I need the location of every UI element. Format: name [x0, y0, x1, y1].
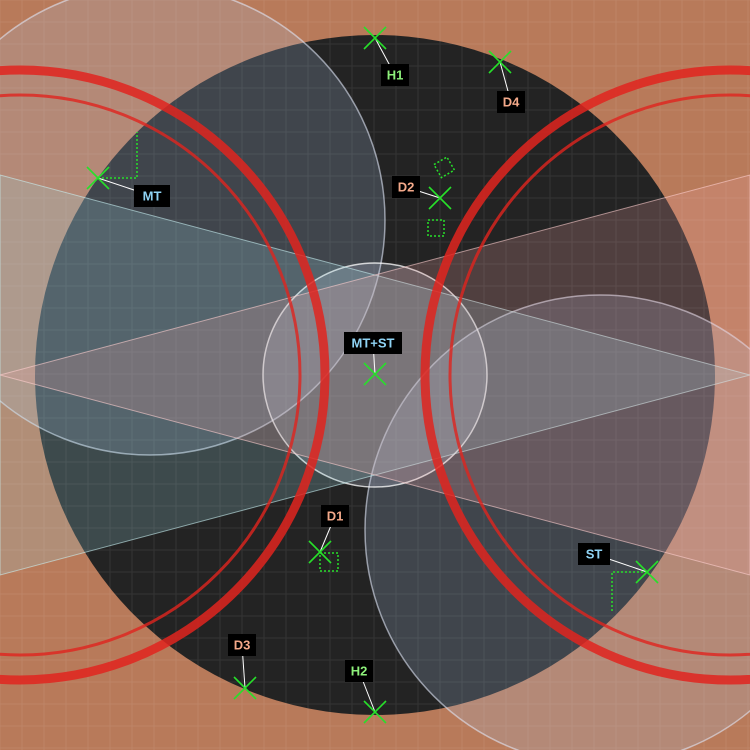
x-mark-icon [308, 540, 332, 564]
x-mark-icon [363, 700, 387, 724]
marker-label-text: D3 [234, 638, 251, 653]
marker-label-box [345, 660, 373, 682]
marker-label-box [578, 543, 610, 565]
marker-label-box [321, 505, 349, 527]
danger-ring-left-inner [0, 93, 302, 657]
marker-d4: D4 [488, 50, 525, 113]
markers-layer: H1 D4 MT D2 MT+ST D1 ST D3 H2 [86, 26, 659, 724]
marker-label-text: H2 [351, 664, 368, 679]
marker-label-text: D4 [503, 95, 520, 110]
x-mark-icon [428, 186, 452, 210]
danger-ring-right-outer [420, 65, 750, 685]
marker-h2: H2 [345, 660, 387, 724]
marker-label-text: MT+ST [352, 336, 395, 351]
marker-label-text: H1 [387, 68, 404, 83]
marker-st: ST [578, 543, 659, 584]
marker-label-box [497, 91, 525, 113]
x-mark-icon [635, 560, 659, 584]
marker-label-box [381, 64, 409, 86]
marker-label-box [228, 634, 256, 656]
x-mark-icon [233, 676, 257, 700]
marker-mtst: MT+ST [344, 332, 402, 386]
x-mark-icon [488, 50, 512, 74]
marker-label-box [134, 185, 170, 207]
x-mark-icon [86, 166, 110, 190]
puddle-d2-upper [432, 156, 456, 179]
marker-label-text: D2 [398, 180, 415, 195]
marker-label-box [392, 176, 420, 198]
puddle-d2-lower [427, 219, 445, 237]
x-mark-icon [363, 26, 387, 50]
marker-d1: D1 [308, 505, 349, 564]
guide-line-st [611, 571, 647, 612]
marker-d2: D2 [392, 176, 452, 210]
aoe-circle-top-left [0, 0, 386, 456]
danger-ring-left-outer [0, 65, 330, 685]
aoe-circle-bottom-right [364, 294, 750, 750]
marker-mt: MT [86, 166, 170, 207]
marker-d3: D3 [228, 634, 257, 700]
x-mark-icon [363, 362, 387, 386]
puddle-d1 [319, 552, 339, 572]
marker-label-text: ST [586, 547, 603, 562]
danger-ring-right-inner [448, 93, 750, 657]
marker-h1: H1 [363, 26, 409, 86]
marker-label-box [344, 332, 402, 354]
guide-line-mt [98, 132, 138, 179]
marker-label-text: MT [143, 189, 162, 204]
marker-label-text: D1 [327, 509, 344, 524]
